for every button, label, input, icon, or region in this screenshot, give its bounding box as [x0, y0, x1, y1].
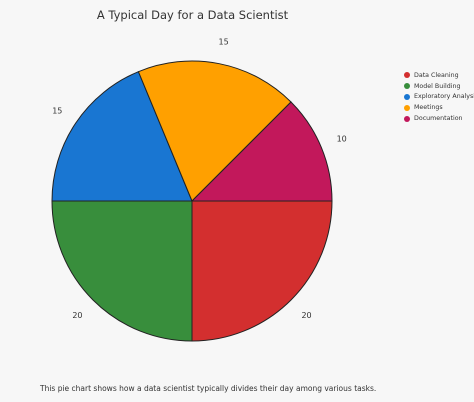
chart-caption: This pie chart shows how a data scientis… [40, 384, 377, 393]
legend-label: Meetings [414, 104, 443, 112]
slice-value-label: 10 [337, 135, 347, 144]
legend-label: Model Building [414, 82, 461, 90]
slice-value-label: 20 [72, 311, 82, 320]
legend-swatch [404, 104, 410, 111]
slice-value-label: 20 [301, 311, 311, 320]
pie-slice-data-cleaning [191, 200, 333, 342]
pie-slices [51, 60, 333, 342]
legend-item: Model Building [404, 81, 474, 92]
legend-item: Documentation [404, 113, 474, 124]
pie-slice-meetings [137, 60, 292, 202]
slice-value-label: 15 [219, 38, 229, 47]
pie-slice-exploratory-analysis [51, 71, 193, 202]
legend-label: Documentation [414, 115, 463, 123]
legend-swatch [404, 93, 410, 100]
pie-chart: 20 20 15 15 10 [51, 38, 347, 342]
pie-slice-model-building [51, 200, 193, 342]
pie-slice-documentation [190, 101, 333, 202]
legend-swatch [404, 83, 410, 90]
legend-item: Meetings [404, 102, 474, 113]
legend-item: Data Cleaning [404, 70, 474, 81]
chart-title: A Typical Day for a Data Scientist [96, 8, 289, 22]
legend-label: Data Cleaning [414, 71, 459, 79]
chart-legend: Data Cleaning Model Building Exploratory A… [404, 70, 474, 124]
legend-swatch [404, 115, 410, 122]
legend-label: Exploratory Analysis [414, 93, 474, 101]
legend-item: Exploratory Analysis [404, 92, 474, 103]
legend-swatch [404, 72, 410, 79]
pie-value-labels: 20 20 15 15 10 [52, 38, 347, 320]
slice-value-label: 15 [52, 107, 62, 116]
